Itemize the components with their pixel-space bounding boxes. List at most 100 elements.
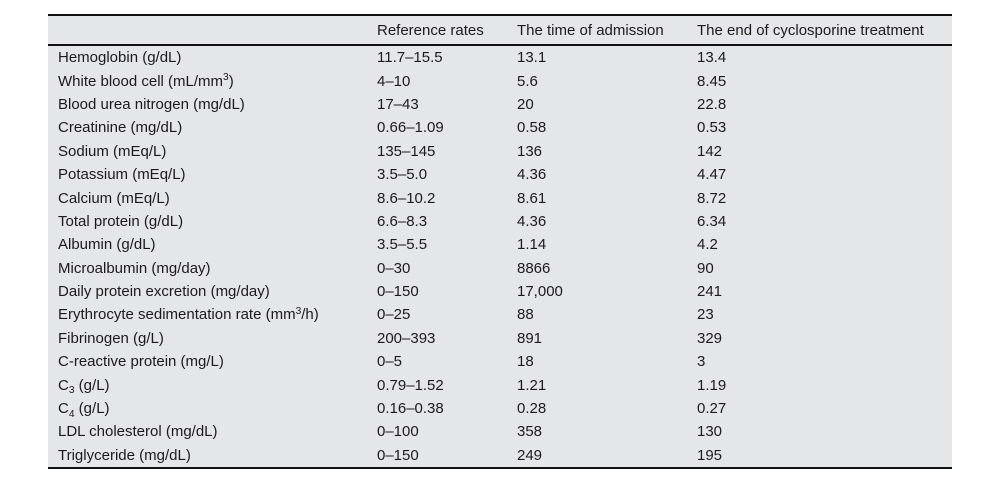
end-treatment-value-cell: 4.2 xyxy=(697,236,718,254)
subscript: 4 xyxy=(68,408,75,420)
row-label: Hemoglobin (g/dL) xyxy=(58,49,182,67)
table-row: Blood urea nitrogen (mg/dL) 17–43 20 22.8 xyxy=(48,93,952,116)
reference-rate-cell: 0.79–1.52 xyxy=(377,376,444,394)
row-label: Erythrocyte sedimentation rate (mm3/h) xyxy=(58,306,319,324)
row-label: White blood cell (mL/mm3) xyxy=(58,72,234,90)
table-row: Erythrocyte sedimentation rate (mm3/h) 0–… xyxy=(48,303,952,326)
table-row: White blood cell (mL/mm3) 4–10 5.6 8.45 xyxy=(48,69,952,92)
admission-value-cell: 5.6 xyxy=(517,72,538,90)
admission-value-cell: 8866 xyxy=(517,259,551,277)
admission-value-cell: 8.61 xyxy=(517,189,547,207)
table-row: Potassium (mEq/L) 3.5–5.0 4.36 4.47 xyxy=(48,163,952,186)
admission-value-cell: 136 xyxy=(517,142,543,160)
admission-value-cell: 1.21 xyxy=(517,376,547,394)
table-row: Sodium (mEq/L) 135–145 136 142 xyxy=(48,140,952,163)
admission-value-cell: 249 xyxy=(517,446,543,464)
end-treatment-value-cell: 3 xyxy=(697,353,706,371)
end-treatment-value-cell: 4.47 xyxy=(697,166,727,184)
reference-rate-cell: 6.6–8.3 xyxy=(377,212,428,230)
row-label: Potassium (mEq/L) xyxy=(58,166,186,184)
admission-value-cell: 4.36 xyxy=(517,212,547,230)
end-treatment-value-cell: 142 xyxy=(697,142,723,160)
subscript: 3 xyxy=(68,385,75,397)
end-treatment-value-cell: 0.53 xyxy=(697,119,727,137)
column-header-end-of-treatment: The end of cyclosporine treatment xyxy=(697,16,952,46)
reference-rate-cell: 0.16–0.38 xyxy=(377,400,444,418)
table-row: Triglyceride (mg/dL) 0–150 249 195 xyxy=(48,444,952,467)
end-treatment-value-cell: 6.34 xyxy=(697,212,727,230)
row-label: C4 (g/L) xyxy=(58,400,110,420)
table-header-row: Reference rates The time of admission The … xyxy=(48,16,952,46)
lab-results-table: Reference rates The time of admission The … xyxy=(48,14,952,470)
end-treatment-value-cell: 1.19 xyxy=(697,376,727,394)
reference-rate-cell: 200–393 xyxy=(377,329,436,347)
reference-rate-cell: 3.5–5.0 xyxy=(377,166,428,184)
row-label: Total protein (g/dL) xyxy=(58,212,184,230)
admission-value-cell: 358 xyxy=(517,423,543,441)
reference-rate-cell: 4–10 xyxy=(377,72,411,90)
admission-value-cell: 1.14 xyxy=(517,236,547,254)
row-label: Blood urea nitrogen (mg/dL) xyxy=(58,95,245,113)
table-row: C3 (g/L) 0.79–1.52 1.21 1.19 xyxy=(48,373,952,396)
row-label: C3 (g/L) xyxy=(58,376,110,397)
table-row: Calcium (mEq/L) 8.6–10.2 8.61 8.72 xyxy=(48,186,952,209)
row-label: Microalbumin (mg/day) xyxy=(58,259,211,277)
column-header-empty xyxy=(48,16,377,46)
end-treatment-value-cell: 0.27 xyxy=(697,400,727,418)
reference-rate-cell: 0–30 xyxy=(377,259,411,277)
table-row: Creatinine (mg/dL) 0.66–1.09 0.58 0.53 xyxy=(48,116,952,139)
column-header-time-of-admission: The time of admission xyxy=(517,16,697,46)
table-row: Hemoglobin (g/dL) 11.7–15.5 13.1 13.4 xyxy=(48,45,952,69)
end-treatment-value-cell: 130 xyxy=(697,423,723,441)
end-treatment-value-cell: 13.4 xyxy=(697,49,727,67)
admission-value-cell: 88 xyxy=(517,306,534,324)
lab-results-table-grid: Reference rates The time of admission The … xyxy=(48,16,952,467)
admission-value-cell: 891 xyxy=(517,329,543,347)
row-label: Triglyceride (mg/dL) xyxy=(58,446,191,464)
reference-rate-cell: 8.6–10.2 xyxy=(377,189,436,207)
table-row: Total protein (g/dL) 6.6–8.3 4.36 6.34 xyxy=(48,210,952,233)
reference-rate-cell: 0–150 xyxy=(377,446,419,464)
end-treatment-value-cell: 329 xyxy=(697,329,723,347)
end-treatment-value-cell: 241 xyxy=(697,283,723,301)
reference-rate-cell: 0–150 xyxy=(377,283,419,301)
table-row: LDL cholesterol (mg/dL) 0–100 358 130 xyxy=(48,420,952,443)
admission-value-cell: 17,000 xyxy=(517,283,563,301)
reference-rate-cell: 0.66–1.09 xyxy=(377,119,444,137)
table-body: Hemoglobin (g/dL) 11.7–15.5 13.1 13.4 White … xyxy=(48,45,952,467)
row-label: Calcium (mEq/L) xyxy=(58,189,170,207)
reference-rate-cell: 135–145 xyxy=(377,142,436,160)
reference-rate-cell: 17–43 xyxy=(377,95,419,113)
end-treatment-value-cell: 90 xyxy=(697,259,714,277)
admission-value-cell: 18 xyxy=(517,353,534,371)
admission-value-cell: 4.36 xyxy=(517,166,547,184)
row-label: C-reactive protein (mg/L) xyxy=(58,353,224,371)
end-treatment-value-cell: 8.72 xyxy=(697,189,727,207)
admission-value-cell: 13.1 xyxy=(517,49,547,67)
reference-rate-cell: 0–100 xyxy=(377,423,419,441)
end-treatment-value-cell: 23 xyxy=(697,306,714,324)
end-treatment-value-cell: 195 xyxy=(697,446,723,464)
admission-value-cell: 20 xyxy=(517,95,534,113)
reference-rate-cell: 3.5–5.5 xyxy=(377,236,428,254)
reference-rate-cell: 0–5 xyxy=(377,353,403,371)
table-row: C4 (g/L) 0.16–0.38 0.28 0.27 xyxy=(48,397,952,420)
admission-value-cell: 0.28 xyxy=(517,400,547,418)
row-label: Daily protein excretion (mg/day) xyxy=(58,283,270,301)
table-row: Albumin (g/dL) 3.5–5.5 1.14 4.2 xyxy=(48,233,952,256)
end-treatment-value-cell: 22.8 xyxy=(697,95,727,113)
superscript: 3 xyxy=(295,306,302,318)
row-label: Creatinine (mg/dL) xyxy=(58,119,183,137)
column-header-reference-rates: Reference rates xyxy=(377,16,517,46)
row-label: LDL cholesterol (mg/dL) xyxy=(58,423,218,441)
admission-value-cell: 0.58 xyxy=(517,119,547,137)
reference-rate-cell: 11.7–15.5 xyxy=(377,49,443,67)
table-row: Microalbumin (mg/day) 0–30 8866 90 xyxy=(48,257,952,280)
superscript: 3 xyxy=(223,72,229,84)
table-row: Daily protein excretion (mg/day) 0–150 17,… xyxy=(48,280,952,303)
row-label: Fibrinogen (g/L) xyxy=(58,329,164,347)
table-row: C-reactive protein (mg/L) 0–5 18 3 xyxy=(48,350,952,373)
row-label: Albumin (g/dL) xyxy=(58,236,156,254)
table-row: Fibrinogen (g/L) 200–393 891 329 xyxy=(48,327,952,350)
